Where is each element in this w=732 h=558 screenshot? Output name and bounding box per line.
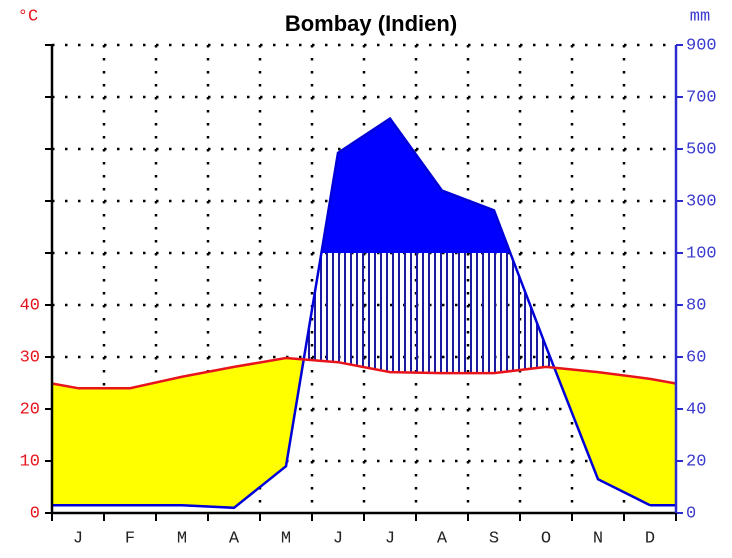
y2-tick-label: 300 [686, 192, 717, 211]
y-unit: °C [18, 7, 38, 26]
y2-tick-label: 40 [686, 400, 706, 419]
perhumid-area [321, 118, 511, 253]
x-tick-label: A [229, 529, 240, 548]
x-tick-label: S [489, 529, 499, 548]
y2-tick-label: 0 [686, 504, 696, 523]
y2-tick-label: 700 [686, 88, 717, 107]
edge-segment [51, 382, 79, 390]
x-tick-label: J [333, 529, 343, 548]
line [78, 356, 651, 390]
y-tick-label: 30 [20, 348, 40, 367]
y2-tick-label: 500 [686, 140, 717, 159]
x-tick-label: N [593, 529, 603, 548]
humid-group [52, 253, 676, 389]
x-tick-label: F [125, 529, 135, 548]
y2-unit: mm [690, 7, 710, 26]
chart-title: Bombay (Indien) [285, 11, 457, 36]
humid-area [52, 253, 676, 389]
y-tick-label: 20 [20, 400, 40, 419]
x-tick-label: D [645, 529, 655, 548]
x-tick-label: O [541, 529, 551, 548]
edge-segment [649, 377, 677, 385]
y-tick-label: 40 [20, 296, 40, 315]
x-tick-label: M [177, 529, 187, 548]
y-tick-label: 10 [20, 452, 40, 471]
y2-tick-label: 80 [686, 296, 706, 315]
y-tick-label: 0 [30, 504, 40, 523]
y2-tick-label: 60 [686, 348, 706, 367]
y2-tick-label: 900 [686, 36, 717, 55]
plot: 0 10 20 30 40 0 20 40 60 80 100 300 500 700 900 J F M A M J J… [20, 36, 717, 548]
y2-tick-label: 20 [686, 452, 706, 471]
x-tick-label: M [281, 529, 291, 548]
x-tick-label: A [437, 529, 448, 548]
x-tick-label: J [73, 529, 83, 548]
x-tick-label: J [385, 529, 395, 548]
y2-tick-label: 100 [686, 244, 717, 263]
